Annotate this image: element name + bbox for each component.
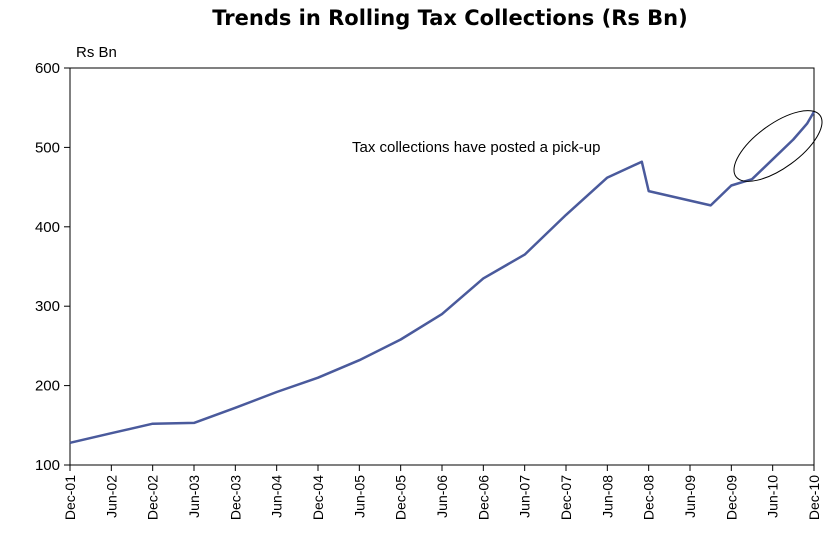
highlight-ellipse	[733, 110, 823, 182]
y-tick-label: 200	[35, 378, 60, 395]
chart-title: Trends in Rolling Tax Collections (Rs Bn…	[212, 6, 687, 30]
x-tick-label: Dec-08	[641, 475, 657, 520]
x-tick-label: Jun-09	[682, 475, 698, 518]
x-tick-label: Dec-04	[310, 475, 326, 520]
x-tick-label: Dec-03	[227, 475, 243, 520]
x-tick-label: Jun-10	[765, 475, 781, 518]
x-tick-label: Jun-02	[103, 475, 119, 518]
y-axis-label: Rs Bn	[76, 44, 117, 61]
y-tick-label: 400	[35, 219, 60, 236]
x-tick-label: Jun-05	[351, 475, 367, 518]
x-tick-label: Jun-06	[434, 475, 450, 518]
x-axis: Dec-01 Jun-02 Dec-02 Jun-03 Dec-03 Jun-04 Dec-…	[62, 465, 822, 520]
y-tick-label: 500	[35, 139, 60, 156]
x-tick-label: Dec-02	[145, 475, 161, 520]
x-tick-label: Dec-09	[723, 475, 739, 520]
annotation-text: Tax collections have posted a pick-up	[352, 139, 600, 156]
x-tick-label: Dec-07	[558, 475, 574, 520]
y-tick-label: 300	[35, 298, 60, 315]
x-tick-label: Dec-01	[62, 475, 78, 520]
x-tick-label: Dec-06	[475, 475, 491, 520]
x-tick-label: Jun-08	[599, 475, 615, 518]
tax-collections-line	[69, 111, 816, 445]
x-tick-label: Jun-03	[186, 475, 202, 518]
x-tick-label: Dec-05	[393, 475, 409, 520]
x-tick-label: Jun-07	[517, 475, 533, 518]
y-tick-label: 600	[35, 60, 60, 77]
x-tick-label: Jun-04	[269, 475, 285, 518]
plot-area	[69, 67, 815, 466]
y-tick-label: 100	[35, 457, 60, 474]
y-axis: 100 200 300 400 500 600	[35, 60, 70, 474]
x-tick-label: Dec-10	[806, 475, 822, 520]
